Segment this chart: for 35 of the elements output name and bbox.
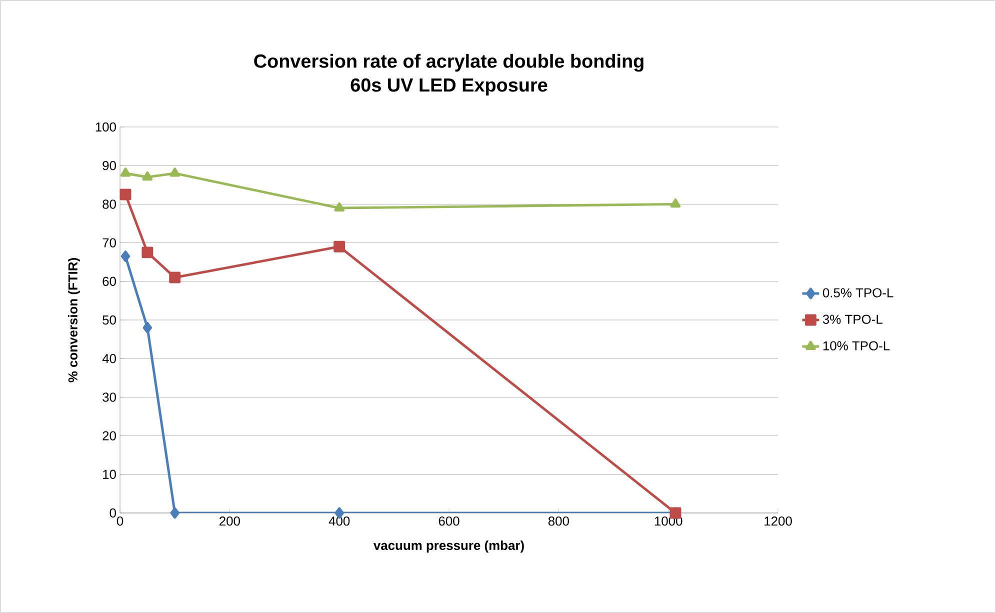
x-tick-label: 200 xyxy=(220,516,240,526)
y-tick-label: 60 xyxy=(102,276,116,286)
y-tick-label: 50 xyxy=(102,315,116,325)
legend-label: 0.5% TPO-L xyxy=(822,288,894,298)
point xyxy=(120,188,132,200)
x-tick-label: 0 xyxy=(116,516,124,526)
x-tick-label: 400 xyxy=(328,516,350,526)
legend-label: 3% TPO-L xyxy=(822,314,882,324)
point xyxy=(120,168,131,177)
point xyxy=(169,272,181,284)
point xyxy=(142,171,153,181)
chart-title: Conversion rate of acrylate double bonding 60s UV LED Exposure xyxy=(254,54,644,96)
point xyxy=(334,240,346,252)
x-tick-label: 1200 xyxy=(764,516,792,526)
x-axis-title: vacuum pressure (mbar) xyxy=(373,540,524,553)
y-axis-title: % conversion (FTIR) xyxy=(68,258,80,382)
point xyxy=(670,198,681,208)
y-tick-label: 30 xyxy=(102,392,116,402)
y-tick-label: 40 xyxy=(102,354,116,364)
point xyxy=(142,322,152,334)
y-tick-label: 90 xyxy=(102,160,116,170)
point xyxy=(334,202,344,212)
y-tick-label: 20 xyxy=(102,431,116,440)
y-tick-label: 80 xyxy=(102,200,116,209)
legend-label: 10% TPO-L xyxy=(823,341,890,350)
y-tick-label: 70 xyxy=(102,238,116,248)
point xyxy=(170,168,180,177)
y-tick-label: 0 xyxy=(110,508,116,518)
x-tick-label: 600 xyxy=(438,516,460,526)
point xyxy=(142,246,154,258)
point xyxy=(170,507,180,519)
x-tick-label: 800 xyxy=(548,516,569,526)
point xyxy=(120,250,130,262)
y-tick-label: 100 xyxy=(96,122,116,132)
y-tick-label: 10 xyxy=(103,470,116,479)
